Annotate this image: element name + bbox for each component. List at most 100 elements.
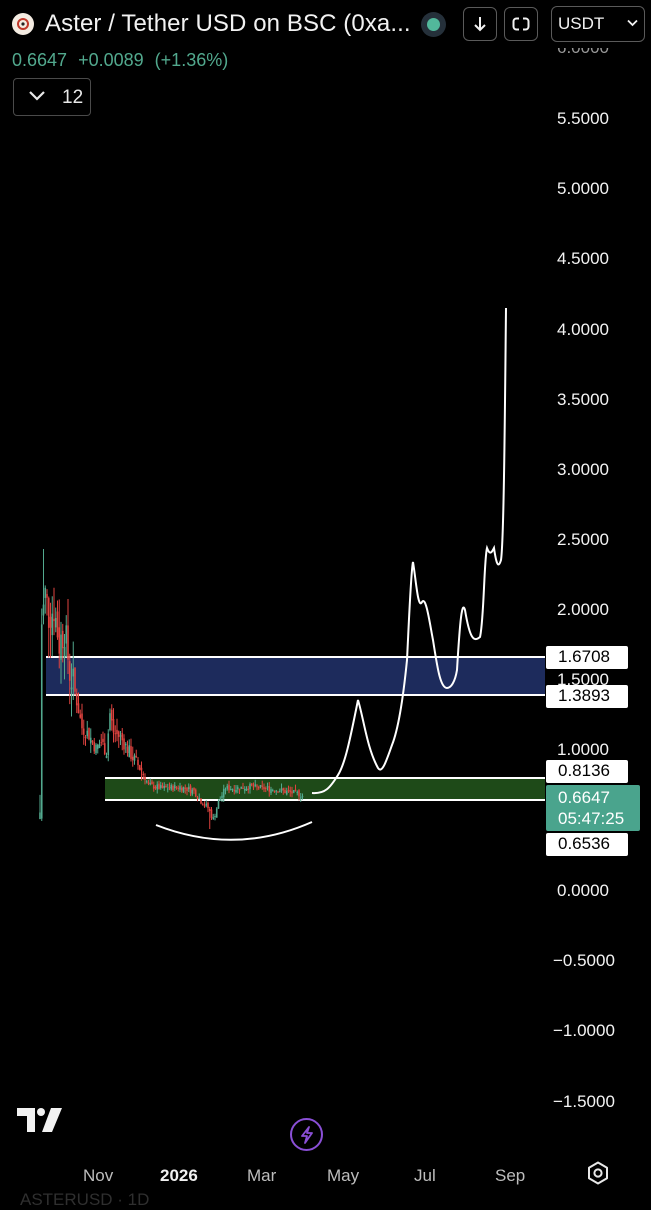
chevron-down-icon [627, 19, 638, 27]
candle-body [42, 604, 45, 616]
candle-body [203, 805, 206, 807]
candle-body [81, 713, 83, 729]
candle-body [277, 791, 279, 793]
settings-gear-icon[interactable] [586, 1161, 610, 1190]
support-zone [105, 778, 545, 800]
candle-body [208, 809, 211, 811]
candle-body [107, 733, 110, 756]
time-tick: May [327, 1166, 360, 1185]
currency-select[interactable]: USDT [551, 6, 645, 42]
candle-body [250, 783, 253, 786]
candle-body [95, 744, 97, 754]
candle-body [261, 785, 264, 787]
candle-body [142, 773, 145, 776]
candle-body [243, 789, 246, 791]
symbol-title[interactable]: Aster / Tether USD on BSC (0xa... [45, 10, 411, 37]
candle-body [299, 797, 302, 799]
quote-row: 0.6647 +0.0089 (+1.36%) [12, 50, 234, 71]
candle-body [63, 647, 66, 658]
level-badge-support-top: 0.8136 [546, 760, 628, 783]
level-badge-resistance-top: 1.6708 [546, 646, 628, 669]
candle-body [198, 798, 201, 800]
price-tick: 2.5000 [557, 530, 609, 549]
candle-body [44, 587, 47, 598]
candle-body [168, 786, 171, 788]
candle-body [93, 741, 96, 752]
price-tick: 1.5000 [557, 670, 609, 689]
candle-body [86, 730, 89, 737]
candle-body [140, 767, 143, 771]
price-tick: 3.5000 [557, 390, 609, 409]
interval-button[interactable]: 12 [13, 78, 91, 116]
time-tick: Mar [247, 1166, 277, 1185]
candle-body [145, 781, 148, 783]
price-tick: 4.5000 [557, 249, 609, 268]
candle-body [263, 787, 265, 790]
candle-body [177, 788, 180, 790]
candle-body [182, 787, 185, 793]
candle-body [96, 744, 99, 749]
candle-body [154, 786, 157, 789]
candle-body [121, 733, 124, 741]
candle-body [291, 791, 293, 794]
candle-body [158, 783, 160, 789]
download-button[interactable] [463, 7, 497, 41]
candle-body [67, 625, 69, 660]
candle-body [156, 784, 159, 790]
candle-body [245, 788, 248, 791]
candle-body [131, 756, 134, 760]
candle-body [238, 788, 241, 791]
candle-body [47, 598, 50, 628]
candle-body [249, 783, 251, 790]
candle-body [173, 785, 176, 789]
candle-body [82, 728, 85, 735]
candle-body [189, 785, 192, 793]
candle-body [214, 816, 216, 818]
candle-body [301, 796, 304, 798]
candle-body [210, 809, 213, 818]
candle-body [149, 783, 152, 785]
time-tick: Jul [414, 1166, 436, 1185]
candle-body [123, 738, 125, 750]
candles-group [39, 549, 304, 829]
tradingview-logo[interactable] [17, 1108, 63, 1139]
price-tick: −0.5000 [553, 951, 615, 970]
price-tick: 4.0000 [557, 320, 609, 339]
candle-body [39, 812, 41, 820]
candle-body [285, 791, 288, 795]
price-tick: 3.0000 [557, 460, 609, 479]
candle-body [282, 788, 285, 791]
candle-body [75, 692, 78, 706]
candle-body [135, 756, 138, 758]
status-dot-icon[interactable] [421, 12, 446, 37]
candle-body [233, 789, 236, 792]
candle-body [184, 787, 187, 789]
lightning-icon[interactable] [290, 1118, 323, 1151]
candle-body [89, 737, 92, 744]
candle-body [231, 788, 234, 790]
candle-body [128, 745, 131, 758]
candle-body [236, 787, 239, 789]
candle-body [72, 668, 75, 677]
candle-body [84, 736, 87, 738]
candle-body [110, 709, 113, 721]
level-badge-resistance-bottom: 1.3893 [546, 685, 628, 708]
price-tick: 1.0000 [557, 740, 609, 759]
candle-body [294, 789, 297, 791]
compare-icon [512, 17, 530, 31]
price-tick: 0.0000 [557, 881, 609, 900]
candle-body [98, 744, 101, 749]
projection-path [311, 307, 507, 795]
candle-body [163, 785, 166, 789]
compare-button[interactable] [504, 7, 538, 41]
candle-body [280, 788, 283, 791]
candle-body [56, 611, 59, 638]
price-tick-6: 6.0000 [557, 38, 609, 57]
candle-body [102, 738, 104, 742]
candle-body [165, 785, 167, 788]
candle-body [100, 742, 103, 744]
candle-body [130, 746, 132, 759]
candle-body [292, 790, 295, 793]
candle-body [219, 799, 222, 801]
